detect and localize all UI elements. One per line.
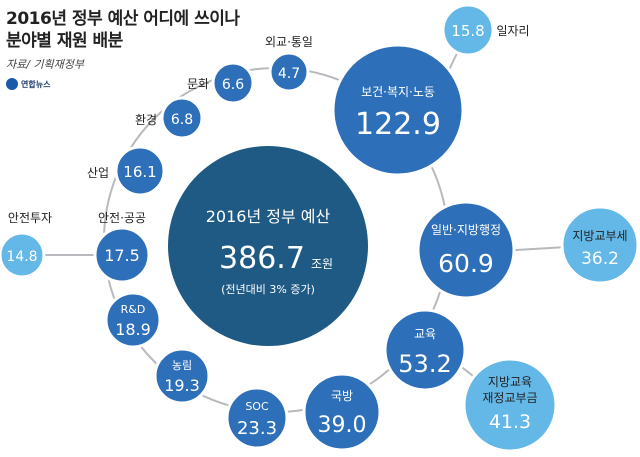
node-safety-invest-circle	[0, 231, 46, 279]
logo-icon	[6, 78, 18, 90]
node-rnd-circle	[104, 291, 162, 349]
node-general-label: 일반·지방행정	[431, 222, 501, 237]
node-safety-invest: 14.8 안전투자	[0, 211, 52, 279]
center-node: 2016년 정부 예산 386.7 조원 (전년대비 3% 증가)	[168, 146, 368, 346]
center-unit: 조원	[311, 257, 333, 271]
node-soc-value: 23.3	[237, 418, 277, 439]
node-agri-value: 19.3	[164, 376, 200, 395]
node-education-circle	[383, 308, 467, 392]
node-agri-circle	[153, 347, 211, 405]
node-jobs-label: 일자리	[496, 24, 529, 38]
title-line-2: 분야별 재원 배분	[6, 31, 123, 51]
node-diplomacy-label: 외교·통일	[265, 35, 313, 49]
node-safety-circle	[93, 226, 151, 284]
center-circle	[168, 146, 368, 346]
node-local-tax: 지방교부세 36.2	[560, 205, 640, 285]
node-industry-label: 산업	[87, 166, 109, 180]
node-environment-value: 6.8	[171, 112, 193, 128]
node-diplomacy-value: 4.7	[278, 66, 300, 82]
title-line-1: 2016년 정부 예산 어디에 쓰이나	[6, 9, 240, 29]
node-health: 보건·복지·노동 122.9	[331, 43, 465, 177]
node-health-label: 보건·복지·노동	[361, 85, 435, 99]
node-defense-label: 국방	[331, 389, 353, 403]
node-local-tax-label: 지방교부세	[572, 229, 627, 243]
node-industry: 16.1 산업	[87, 145, 166, 197]
node-local-edu-label-2: 재정교부금	[482, 391, 537, 405]
node-jobs-circle	[441, 3, 495, 57]
node-local-edu-value: 41.3	[489, 411, 531, 433]
node-education-label: 교육	[414, 327, 436, 341]
node-defense-circle	[302, 372, 382, 452]
node-local-tax-value: 36.2	[581, 249, 619, 269]
node-agri: 농림 19.3	[153, 347, 211, 405]
node-rnd: R&D 18.9	[104, 291, 162, 349]
node-industry-circle	[114, 145, 166, 197]
center-note: (전년대비 3% 증가)	[221, 283, 315, 296]
node-agri-label: 농림	[172, 359, 192, 372]
center-value: 386.7	[219, 241, 305, 276]
node-environment-label: 환경	[135, 113, 157, 127]
logo-text: 연합뉴스	[21, 79, 51, 89]
node-rnd-label: R&D	[121, 303, 146, 316]
node-general-value: 60.9	[438, 249, 494, 278]
node-jobs: 15.8 일자리	[441, 3, 530, 57]
node-health-circle	[331, 43, 465, 177]
node-diplomacy: 4.7 외교·통일	[265, 35, 313, 93]
node-safety-label: 안전·공공	[98, 211, 146, 225]
node-jobs-value: 15.8	[451, 22, 484, 40]
node-defense-value: 39.0	[318, 413, 367, 438]
node-safety: 17.5 안전·공공	[93, 211, 151, 284]
node-culture-circle	[211, 61, 255, 105]
node-environment-circle	[160, 96, 204, 140]
node-safety-invest-label: 안전투자	[8, 211, 52, 225]
node-general: 일반·지방행정 60.9	[416, 200, 516, 300]
node-general-circle	[416, 200, 516, 300]
node-culture-label: 문화	[187, 77, 209, 91]
node-safety-invest-value: 14.8	[6, 249, 37, 265]
node-defense: 국방 39.0	[302, 372, 382, 452]
node-education-value: 53.2	[398, 350, 451, 378]
node-local-edu-circle	[462, 357, 558, 453]
node-local-edu-label-1: 지방교육	[488, 375, 532, 389]
source-note: 자료/ 기획재정부	[6, 58, 85, 71]
node-soc: SOC 23.3	[225, 386, 289, 450]
logo: 연합뉴스	[6, 78, 50, 90]
node-soc-label: SOC	[245, 400, 269, 413]
node-safety-value: 17.5	[104, 246, 140, 265]
node-rnd-value: 18.9	[115, 320, 151, 339]
node-soc-circle	[225, 386, 289, 450]
node-health-value: 122.9	[355, 107, 441, 142]
node-environment: 6.8 환경	[135, 96, 204, 140]
center-label: 2016년 정부 예산	[206, 207, 331, 226]
node-diplomacy-circle	[268, 51, 310, 93]
node-culture: 6.6 문화	[187, 61, 255, 105]
node-local-tax-circle	[560, 205, 640, 285]
node-industry-value: 16.1	[123, 163, 156, 181]
node-local-edu: 지방교육 재정교부금 41.3	[462, 357, 558, 453]
node-culture-value: 6.6	[222, 77, 244, 93]
node-education: 교육 53.2	[383, 308, 467, 392]
